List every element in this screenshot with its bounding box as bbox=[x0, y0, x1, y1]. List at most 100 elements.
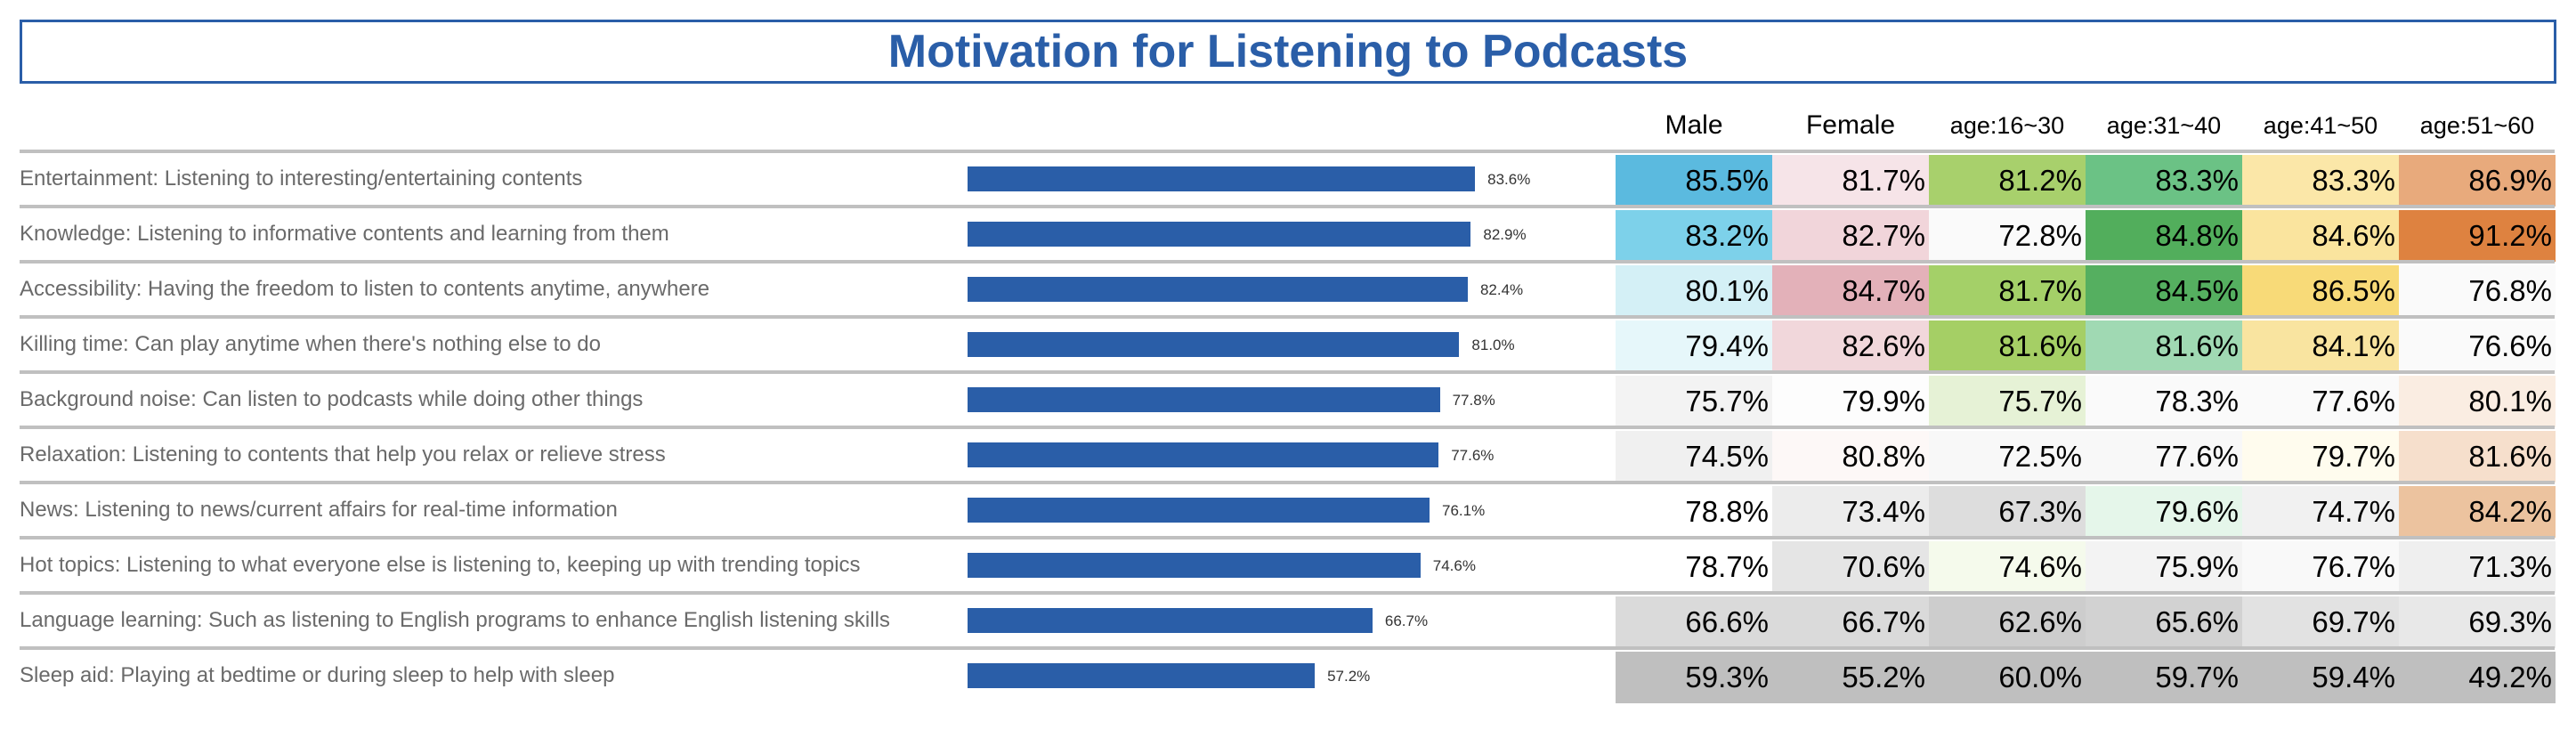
heatmap-cell: 81.6% bbox=[2086, 320, 2242, 372]
bar bbox=[968, 498, 1430, 523]
table-row: Knowledge: Listening to informative cont… bbox=[20, 207, 2556, 262]
category-label: Sleep aid: Playing at bedtime or during … bbox=[20, 663, 615, 687]
bar-value-label: 66.7% bbox=[1384, 612, 1429, 629]
table-row: Background noise: Can listen to podcasts… bbox=[20, 372, 2556, 427]
heatmap-cell: 78.8% bbox=[1616, 486, 1772, 538]
heatmap-cell: 74.7% bbox=[2242, 486, 2399, 538]
heatmap-cell: 91.2% bbox=[2399, 210, 2556, 262]
heatmap-cell: 75.9% bbox=[2086, 541, 2242, 593]
bar-value-label: 74.6% bbox=[1432, 557, 1476, 574]
table-row: Killing time: Can play anytime when ther… bbox=[20, 317, 2556, 372]
heatmap-cell: 74.6% bbox=[1929, 541, 2086, 593]
column-header: age:41~50 bbox=[2263, 112, 2378, 139]
column-header: age:31~40 bbox=[2106, 112, 2222, 139]
bar-value-label: 57.2% bbox=[1327, 668, 1371, 685]
heatmap-cell: 81.7% bbox=[1929, 265, 2086, 317]
heatmap-cell: 78.7% bbox=[1616, 541, 1772, 593]
heatmap-cell: 84.8% bbox=[2086, 210, 2242, 262]
bar bbox=[968, 608, 1373, 633]
category-label: Hot topics: Listening to what everyone e… bbox=[20, 553, 861, 577]
heatmap-cell: 84.6% bbox=[2242, 210, 2399, 262]
heatmap-cell: 73.4% bbox=[1772, 486, 1929, 538]
row-separator bbox=[20, 536, 2555, 539]
heatmap-cell: 67.3% bbox=[1929, 486, 2086, 538]
heatmap-cell: 80.1% bbox=[2399, 376, 2556, 427]
bar bbox=[968, 387, 1440, 412]
row-separator bbox=[20, 260, 2555, 264]
heatmap-cell: 80.8% bbox=[1772, 431, 1929, 483]
heatmap-cell: 83.3% bbox=[2086, 155, 2242, 207]
heatmap-cell: 55.2% bbox=[1772, 652, 1929, 703]
heatmap-cell: 81.2% bbox=[1929, 155, 2086, 207]
bar bbox=[968, 442, 1439, 467]
heatmap-cell: 85.5% bbox=[1616, 155, 1772, 207]
bar bbox=[968, 553, 1421, 578]
bar bbox=[968, 277, 1468, 302]
heatmap-cell: 84.7% bbox=[1772, 265, 1929, 317]
row-separator bbox=[20, 591, 2555, 595]
heatmap-cell: 77.6% bbox=[2242, 376, 2399, 427]
category-label: Background noise: Can listen to podcasts… bbox=[20, 387, 644, 411]
table-row: News: Listening to news/current affairs … bbox=[20, 483, 2556, 538]
bar bbox=[968, 222, 1471, 247]
category-label: Relaxation: Listening to contents that h… bbox=[20, 442, 666, 466]
heatmap-cell: 80.1% bbox=[1616, 265, 1772, 317]
heatmap-cell: 59.3% bbox=[1616, 652, 1772, 703]
heatmap-cell: 84.1% bbox=[2242, 320, 2399, 372]
bar-value-label: 77.8% bbox=[1452, 392, 1495, 409]
heatmap-cell: 75.7% bbox=[1929, 376, 2086, 427]
column-header: age:16~30 bbox=[1949, 112, 2065, 139]
column-header: age:51~60 bbox=[2419, 112, 2535, 139]
bar-value-label: 82.4% bbox=[1479, 281, 1524, 298]
heatmap-cell: 77.6% bbox=[2086, 431, 2242, 483]
heatmap-cell: 81.6% bbox=[2399, 431, 2556, 483]
heatmap-cell: 65.6% bbox=[2086, 596, 2242, 648]
heatmap-cell: 79.4% bbox=[1616, 320, 1772, 372]
heatmap-cell: 70.6% bbox=[1772, 541, 1929, 593]
column-header: Female bbox=[1805, 110, 1896, 140]
table-row: Language learning: Such as listening to … bbox=[20, 593, 2556, 648]
bar bbox=[968, 663, 1316, 688]
heatmap-cell: 49.2% bbox=[2399, 652, 2556, 703]
heatmap-cell: 71.3% bbox=[2399, 541, 2556, 593]
row-separator bbox=[20, 646, 2555, 650]
bar-value-label: 76.1% bbox=[1442, 502, 1486, 519]
heatmap-cell: 72.5% bbox=[1929, 431, 2086, 483]
row-separator bbox=[20, 205, 2555, 208]
heatmap-cell: 74.5% bbox=[1616, 431, 1772, 483]
heatmap-cell: 82.6% bbox=[1772, 320, 1929, 372]
title-box: Motivation for Listening to Podcasts bbox=[20, 20, 2556, 84]
heatmap-cell: 76.7% bbox=[2242, 541, 2399, 593]
category-label: Killing time: Can play anytime when ther… bbox=[20, 332, 601, 356]
heatmap-cell: 59.4% bbox=[2242, 652, 2399, 703]
row-separator bbox=[20, 370, 2555, 374]
heatmap-cell: 86.5% bbox=[2242, 265, 2399, 317]
chart-title: Motivation for Listening to Podcasts bbox=[887, 26, 1689, 77]
heatmap-cell: 59.7% bbox=[2086, 652, 2242, 703]
category-label: Knowledge: Listening to informative cont… bbox=[20, 222, 669, 246]
heatmap-cell: 81.6% bbox=[1929, 320, 2086, 372]
bar bbox=[968, 332, 1460, 357]
category-label: Accessibility: Having the freedom to lis… bbox=[20, 277, 710, 301]
bar-value-label: 83.6% bbox=[1487, 171, 1531, 188]
heatmap-cell: 79.7% bbox=[2242, 431, 2399, 483]
heatmap-cell: 79.9% bbox=[1772, 376, 1929, 427]
heatmap-cell: 83.2% bbox=[1616, 210, 1772, 262]
heatmap-cell: 62.6% bbox=[1929, 596, 2086, 648]
heatmap-cell: 72.8% bbox=[1929, 210, 2086, 262]
row-separator bbox=[20, 315, 2555, 319]
heatmap-cell: 83.3% bbox=[2242, 155, 2399, 207]
table-row: Sleep aid: Playing at bedtime or during … bbox=[20, 648, 2556, 703]
column-header: Male bbox=[1665, 110, 1723, 140]
heatmap-cell: 66.7% bbox=[1772, 596, 1929, 648]
heatmap-cell: 60.0% bbox=[1929, 652, 2086, 703]
bar-value-label: 77.6% bbox=[1451, 447, 1495, 464]
category-label: Entertainment: Listening to interesting/… bbox=[20, 166, 583, 191]
row-separator bbox=[20, 481, 2555, 484]
heatmap-cell: 66.6% bbox=[1616, 596, 1772, 648]
table-row: Hot topics: Listening to what everyone e… bbox=[20, 538, 2556, 593]
heatmap-cell: 69.7% bbox=[2242, 596, 2399, 648]
heatmap-cell: 75.7% bbox=[1616, 376, 1772, 427]
category-label: Language learning: Such as listening to … bbox=[20, 608, 890, 632]
category-label: News: Listening to news/current affairs … bbox=[20, 498, 618, 522]
